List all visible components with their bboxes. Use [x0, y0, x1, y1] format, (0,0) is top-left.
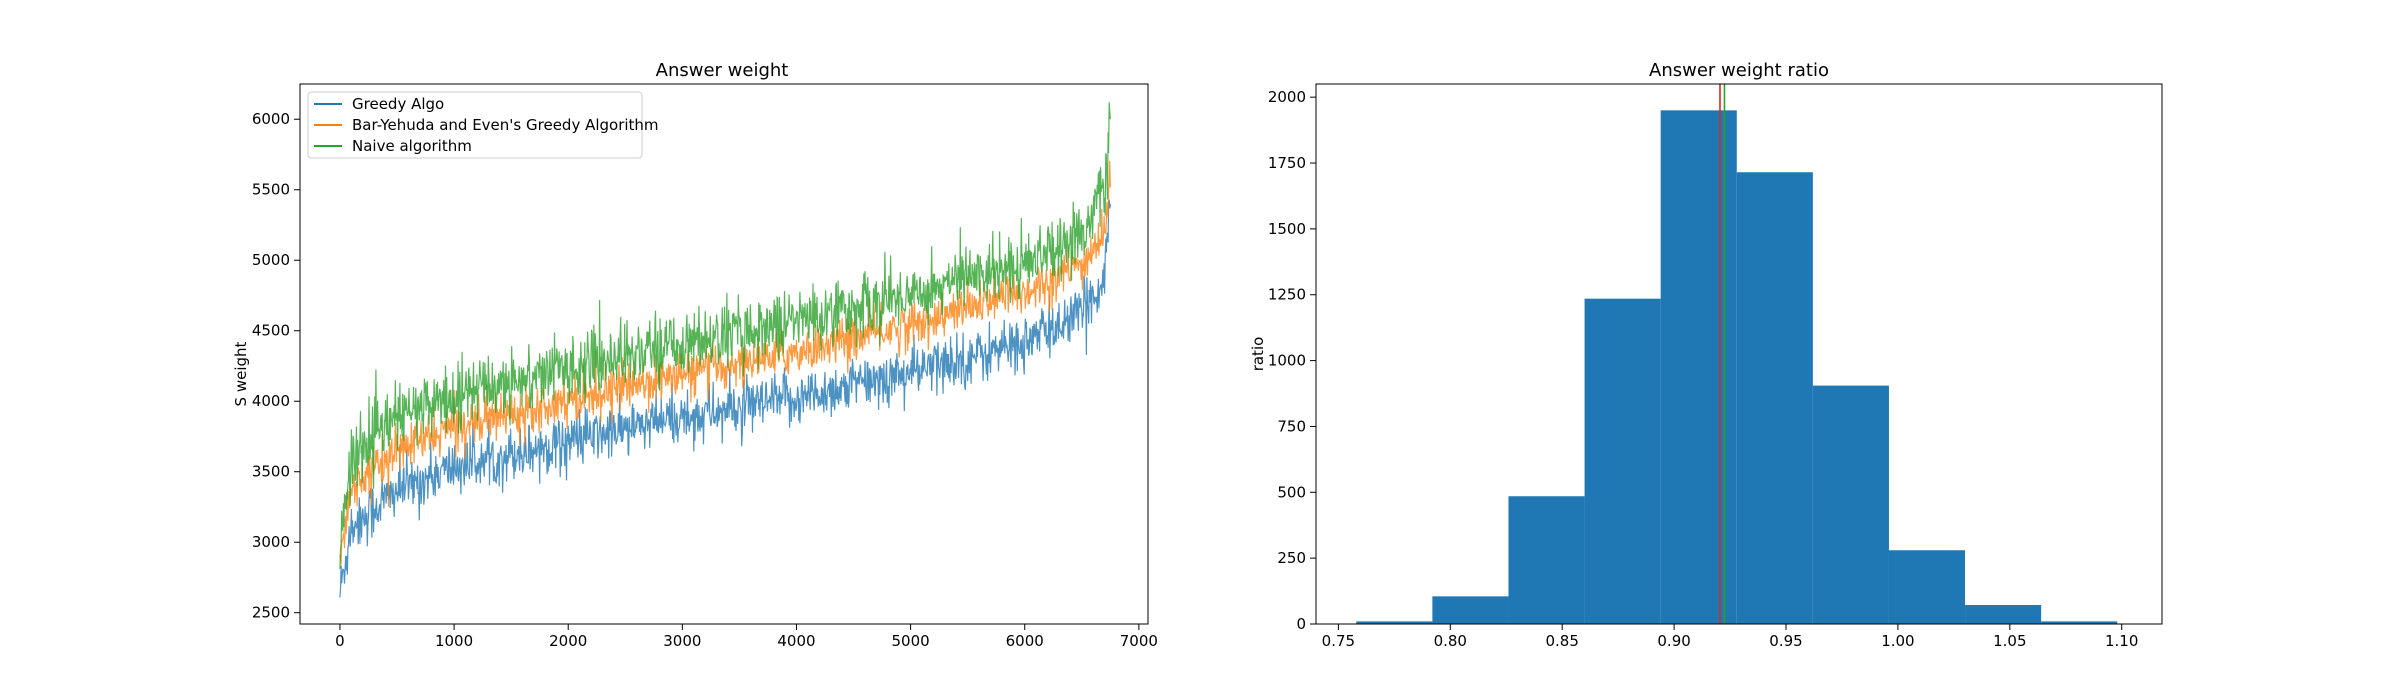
- series-line-3: [339, 102, 1111, 569]
- histogram-panel: Answer weight ratio ratio 0.75 0.80 0.85 0.…: [1249, 60, 2163, 650]
- legend: Greedy Algo Bar-Yehuda and Even's Greedy …: [307, 91, 659, 159]
- y-tick-label: 3000: [252, 533, 290, 551]
- x-tick-label: 3000: [663, 632, 701, 650]
- y-tick-label: 0: [1296, 615, 1306, 633]
- series-line-2: [339, 160, 1111, 565]
- y-tick-label: 5500: [252, 181, 290, 199]
- x-tick-label: 1000: [435, 632, 473, 650]
- legend-label: Bar-Yehuda and Even's Greedy Algorithm: [352, 116, 659, 134]
- x-tick-label: 0.95: [1769, 632, 1802, 650]
- legend-label: Greedy Algo: [352, 95, 444, 113]
- y-tick-label: 1750: [1268, 154, 1306, 172]
- series-line-1: [339, 199, 1111, 598]
- legend-box: [307, 91, 643, 159]
- y-tick-label: 250: [1277, 549, 1306, 567]
- x-tick-label: 1.00: [1881, 632, 1914, 650]
- histogram-bar: [1356, 621, 1433, 624]
- histogram-bar: [1508, 496, 1585, 624]
- x-tick-label: 5000: [892, 632, 930, 650]
- histogram-bar: [1660, 110, 1737, 625]
- histogram-bar: [1888, 550, 1966, 624]
- x-tick-label: 0.90: [1657, 632, 1690, 650]
- y-tick-label: 1250: [1268, 286, 1306, 304]
- histogram-bar: [1432, 596, 1509, 624]
- histogram-bar: [1812, 385, 1889, 624]
- y-tick-label: 500: [1277, 483, 1306, 501]
- x-tick-label: 0.75: [1322, 632, 1355, 650]
- y-tick-label: 5000: [252, 251, 290, 269]
- y-tick-label: 6000: [252, 110, 290, 128]
- x-tick-label: 0.80: [1434, 632, 1467, 650]
- histogram-bar: [1584, 298, 1661, 624]
- histogram-title: Answer weight ratio: [1649, 60, 1829, 81]
- y-tick-label: 4000: [252, 392, 290, 410]
- x-tick-label: 7000: [1120, 632, 1158, 650]
- x-tick-label: 6000: [1006, 632, 1044, 650]
- x-tick-label: 1.05: [1993, 632, 2026, 650]
- line-chart-frame: [299, 83, 1149, 625]
- y-tick-label: 1500: [1268, 220, 1306, 238]
- y-tick-label: 2500: [252, 604, 290, 622]
- y-tick-label: 4500: [252, 322, 290, 340]
- x-tick-label: 4000: [777, 632, 815, 650]
- x-tick-label: 0: [335, 632, 345, 650]
- histogram-bar: [2041, 621, 2118, 624]
- histogram-ylabel: ratio: [1249, 337, 1267, 372]
- y-tick-label: 750: [1277, 417, 1306, 435]
- histogram-bar: [1736, 172, 1813, 624]
- x-tick-label: 1.10: [2105, 632, 2138, 650]
- line-chart-title: Answer weight: [656, 60, 789, 81]
- y-tick-label: 2000: [1268, 88, 1306, 106]
- line-chart-ylabel: S weight: [232, 341, 250, 406]
- y-tick-label: 3500: [252, 463, 290, 481]
- histogram-bar: [1965, 605, 2042, 624]
- y-tick-label: 1000: [1268, 352, 1306, 370]
- x-tick-label: 0.85: [1545, 632, 1578, 650]
- legend-label: Naive algorithm: [352, 137, 472, 155]
- histogram-frame: [1315, 83, 2163, 625]
- x-tick-label: 2000: [549, 632, 587, 650]
- line-chart-panel: Answer weight S weight 0 1000 2000 3000 4000…: [232, 60, 1158, 650]
